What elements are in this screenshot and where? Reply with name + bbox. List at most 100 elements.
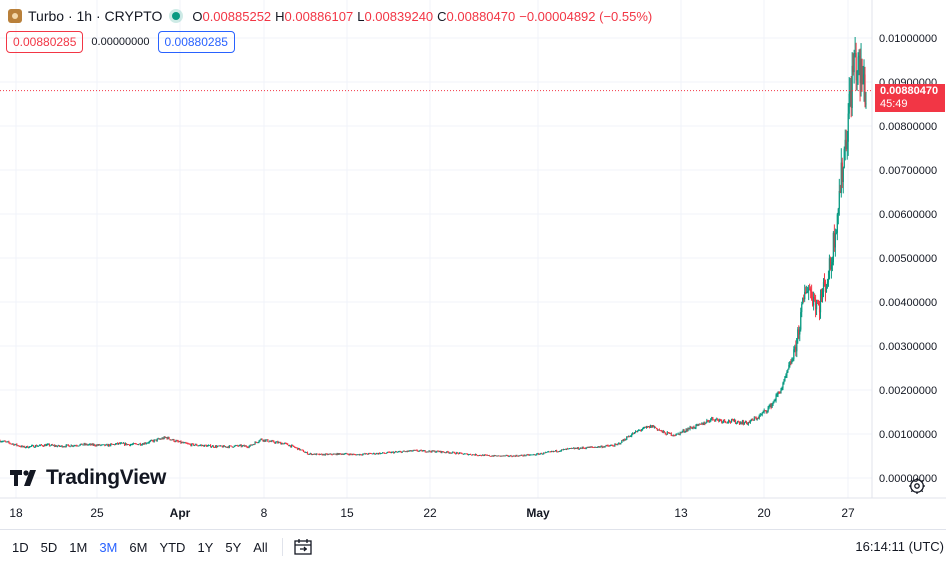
- candle-body: [839, 190, 841, 193]
- candle-body: [348, 454, 350, 456]
- candle-body: [219, 445, 222, 447]
- candle-body: [47, 444, 50, 445]
- range-6m-button[interactable]: 6M: [129, 539, 148, 555]
- tradingview-logo[interactable]: TradingView: [10, 466, 166, 490]
- candle-body: [215, 445, 218, 448]
- candle-body: [366, 453, 368, 455]
- candle-body: [255, 442, 257, 443]
- range-5d-button[interactable]: 5D: [40, 539, 58, 555]
- symbol-title[interactable]: Turbo · 1h · CRYPTO: [28, 8, 163, 24]
- candle-body: [712, 417, 714, 420]
- candle-body: [34, 445, 37, 448]
- candle-body: [358, 454, 360, 456]
- candle-body: [486, 455, 488, 456]
- range-3m-button[interactable]: 3M: [99, 539, 118, 555]
- candle-body: [686, 429, 688, 431]
- candle-body: [303, 451, 306, 453]
- candle-body: [446, 451, 448, 453]
- spread-value: 0.00000000: [91, 36, 150, 48]
- candle-body: [509, 455, 511, 457]
- candle-body: [347, 453, 349, 455]
- candle-body: [364, 453, 366, 455]
- candle-body: [737, 421, 740, 423]
- range-1m-button[interactable]: 1M: [69, 539, 88, 555]
- candle-body: [479, 454, 482, 456]
- range-ytd-button[interactable]: YTD: [159, 539, 186, 555]
- market-status-icon[interactable]: [172, 12, 181, 20]
- candle-body: [4, 440, 6, 442]
- candle-body: [333, 453, 335, 455]
- buy-price-button[interactable]: 0.00880285: [157, 31, 235, 53]
- candle-body: [411, 450, 413, 452]
- candle-body: [629, 436, 631, 438]
- candle-body: [290, 445, 292, 447]
- candle-body: [331, 454, 333, 456]
- candle-body: [312, 454, 314, 455]
- candle-body: [667, 432, 669, 433]
- date-range-icon[interactable]: [293, 537, 313, 557]
- candle-body: [729, 421, 732, 423]
- candle-body: [271, 440, 273, 442]
- candle-body: [178, 441, 180, 443]
- candle-body: [185, 442, 187, 444]
- sell-price-button[interactable]: 0.00880285: [6, 31, 84, 53]
- candle-body: [541, 453, 543, 455]
- candle-body: [857, 56, 859, 72]
- candle-body: [604, 446, 606, 448]
- candle-body: [864, 74, 866, 104]
- range-all-button[interactable]: All: [253, 539, 268, 555]
- candle-body: [241, 445, 243, 447]
- candle-body: [188, 443, 190, 445]
- candle-body: [738, 421, 741, 424]
- candle-body: [530, 454, 532, 456]
- candle-body: [175, 440, 177, 442]
- candle-body: [474, 454, 477, 456]
- candle-body: [842, 167, 844, 183]
- candle-body: [638, 430, 640, 432]
- chart-area[interactable]: 0.01000000 0.00900000 0.00800000 0.00700000…: [0, 0, 946, 529]
- candle-body: [561, 449, 564, 451]
- candle-body: [594, 447, 596, 448]
- candle-body: [190, 444, 192, 446]
- range-1d-button[interactable]: 1D: [12, 539, 29, 555]
- candle-body: [307, 454, 310, 455]
- candle-body: [171, 439, 173, 441]
- candle-body: [447, 451, 449, 453]
- candle-body: [438, 451, 440, 453]
- candle-body: [609, 445, 611, 447]
- grid-lines: [0, 0, 872, 498]
- range-5y-button[interactable]: 5Y: [225, 539, 242, 555]
- candle-body: [668, 432, 670, 434]
- candle-body: [180, 441, 182, 444]
- range-1y-button[interactable]: 1Y: [197, 539, 214, 555]
- candle-body: [73, 445, 75, 447]
- candle-body: [398, 451, 400, 453]
- candle-body: [266, 439, 268, 441]
- candle-body: [7, 441, 9, 443]
- candle-body: [615, 444, 617, 445]
- candle-body: [349, 453, 351, 455]
- candle-body: [50, 444, 53, 446]
- candle-body: [96, 444, 98, 446]
- candle-body: [167, 437, 169, 439]
- candle-body: [804, 291, 806, 300]
- candle-body: [513, 455, 515, 457]
- candle-body: [338, 453, 340, 455]
- candle-body: [706, 420, 708, 423]
- candle-body: [477, 455, 480, 457]
- candle-body: [387, 451, 390, 453]
- gear-icon[interactable]: [908, 477, 926, 495]
- utc-clock[interactable]: 16:14:11 (UTC): [855, 539, 944, 554]
- candle-body: [490, 456, 492, 457]
- candle-body: [144, 442, 146, 444]
- candle-body: [644, 427, 647, 428]
- candle-body: [746, 422, 748, 425]
- candle-body: [210, 446, 213, 448]
- candle-body: [31, 445, 33, 447]
- price-axis[interactable]: 0.010000000.009000000.008000000.00700000…: [871, 0, 937, 498]
- price-chart[interactable]: 0.010000000.009000000.008000000.00700000…: [0, 0, 946, 529]
- candle-body: [751, 419, 753, 420]
- time-tick-label: 18: [9, 506, 23, 520]
- candle-body: [378, 452, 380, 455]
- time-axis[interactable]: 18 25 Apr 8 15 22 May 13 20 27: [0, 497, 946, 520]
